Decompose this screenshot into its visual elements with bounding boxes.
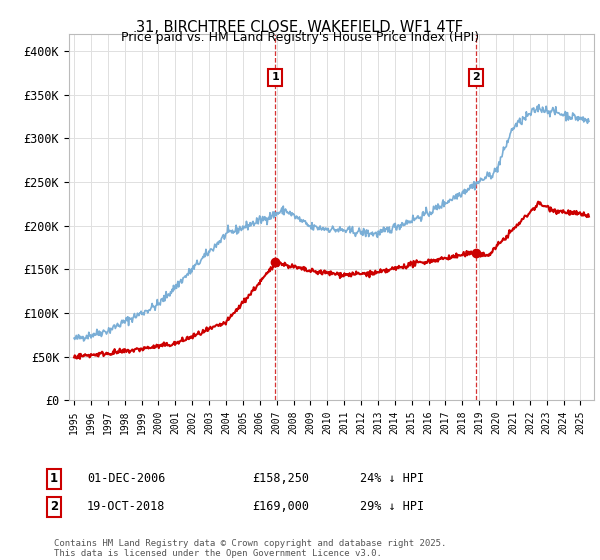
Text: 2: 2 [472,72,480,82]
Text: 01-DEC-2006: 01-DEC-2006 [87,472,166,486]
Text: 19-OCT-2018: 19-OCT-2018 [87,500,166,514]
Text: 24% ↓ HPI: 24% ↓ HPI [360,472,424,486]
Text: 29% ↓ HPI: 29% ↓ HPI [360,500,424,514]
Text: Contains HM Land Registry data © Crown copyright and database right 2025.
This d: Contains HM Land Registry data © Crown c… [54,539,446,558]
Text: 1: 1 [50,472,58,486]
Text: £169,000: £169,000 [252,500,309,514]
Text: Price paid vs. HM Land Registry's House Price Index (HPI): Price paid vs. HM Land Registry's House … [121,31,479,44]
Text: £158,250: £158,250 [252,472,309,486]
Text: 1: 1 [271,72,279,82]
Text: 2: 2 [50,500,58,514]
Text: 31, BIRCHTREE CLOSE, WAKEFIELD, WF1 4TF: 31, BIRCHTREE CLOSE, WAKEFIELD, WF1 4TF [137,20,464,35]
